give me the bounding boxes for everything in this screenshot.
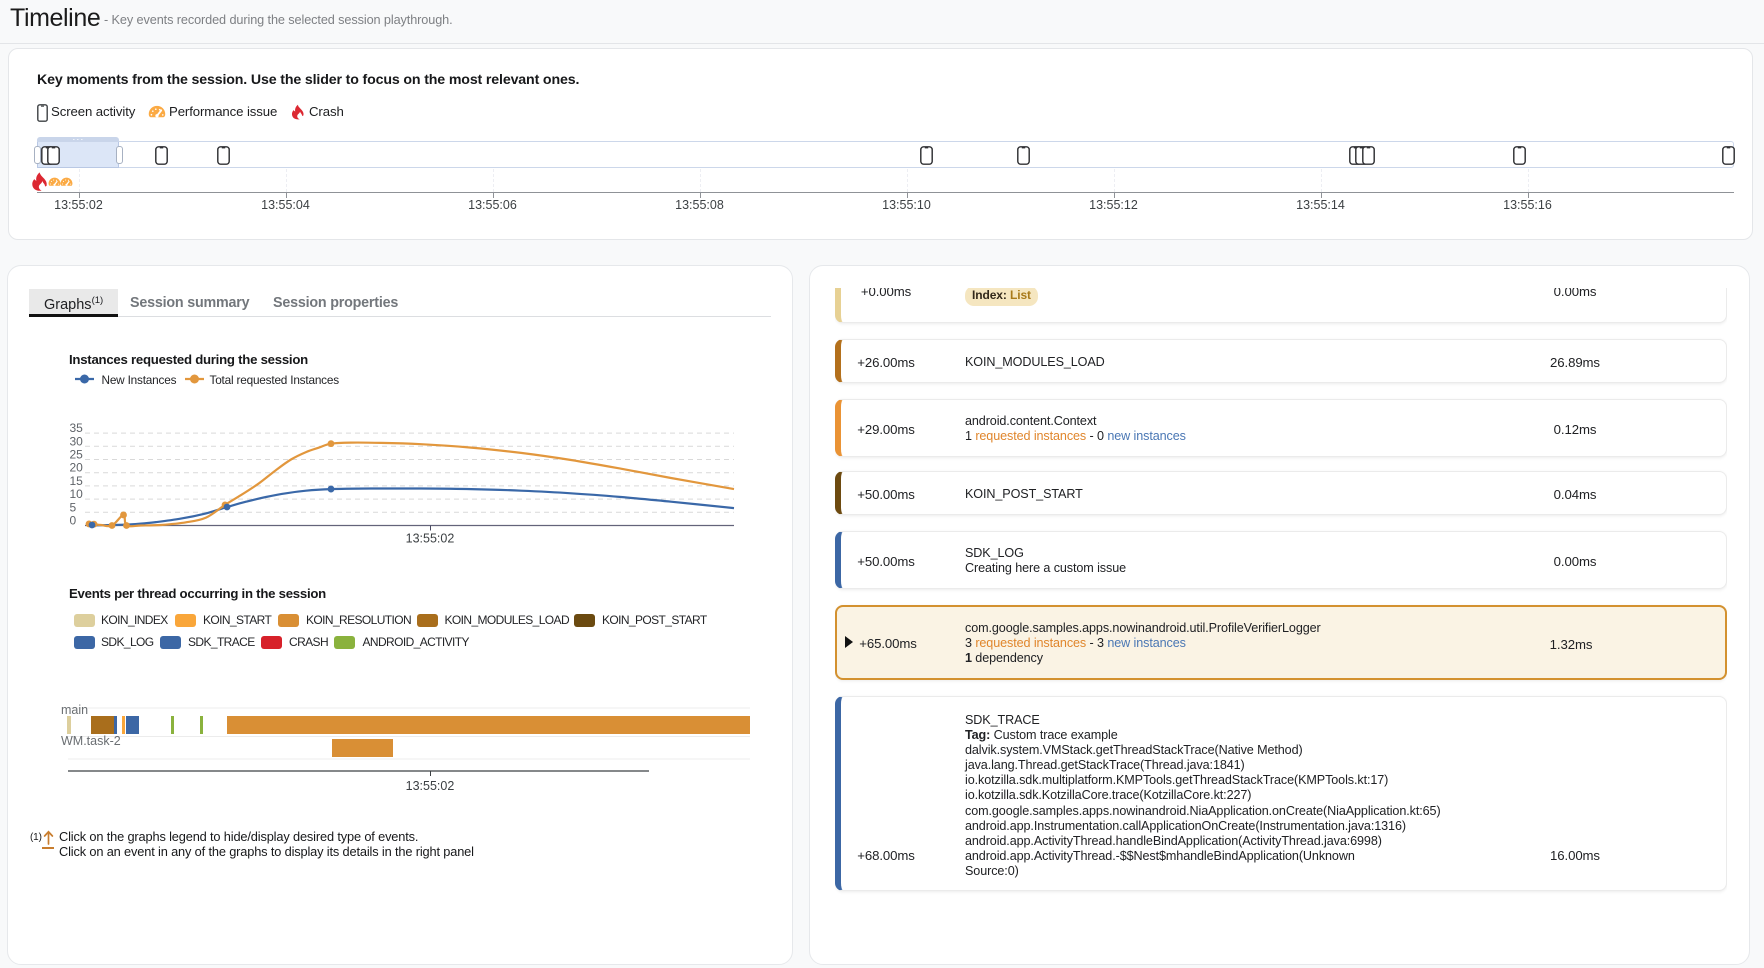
svg-text:5: 5 — [70, 500, 77, 514]
svg-text:20: 20 — [70, 461, 84, 475]
svg-text:13:55:02: 13:55:02 — [406, 532, 455, 546]
svg-text:25: 25 — [70, 448, 84, 462]
svg-text:15: 15 — [70, 474, 84, 488]
svg-text:30: 30 — [70, 434, 84, 448]
svg-text:13:55:02: 13:55:02 — [406, 779, 455, 793]
svg-text:0: 0 — [70, 514, 77, 528]
svg-text:main: main — [61, 703, 88, 717]
svg-text:35: 35 — [70, 421, 84, 435]
svg-text:WM.task-2: WM.task-2 — [61, 734, 121, 748]
svg-text:10: 10 — [70, 487, 84, 501]
